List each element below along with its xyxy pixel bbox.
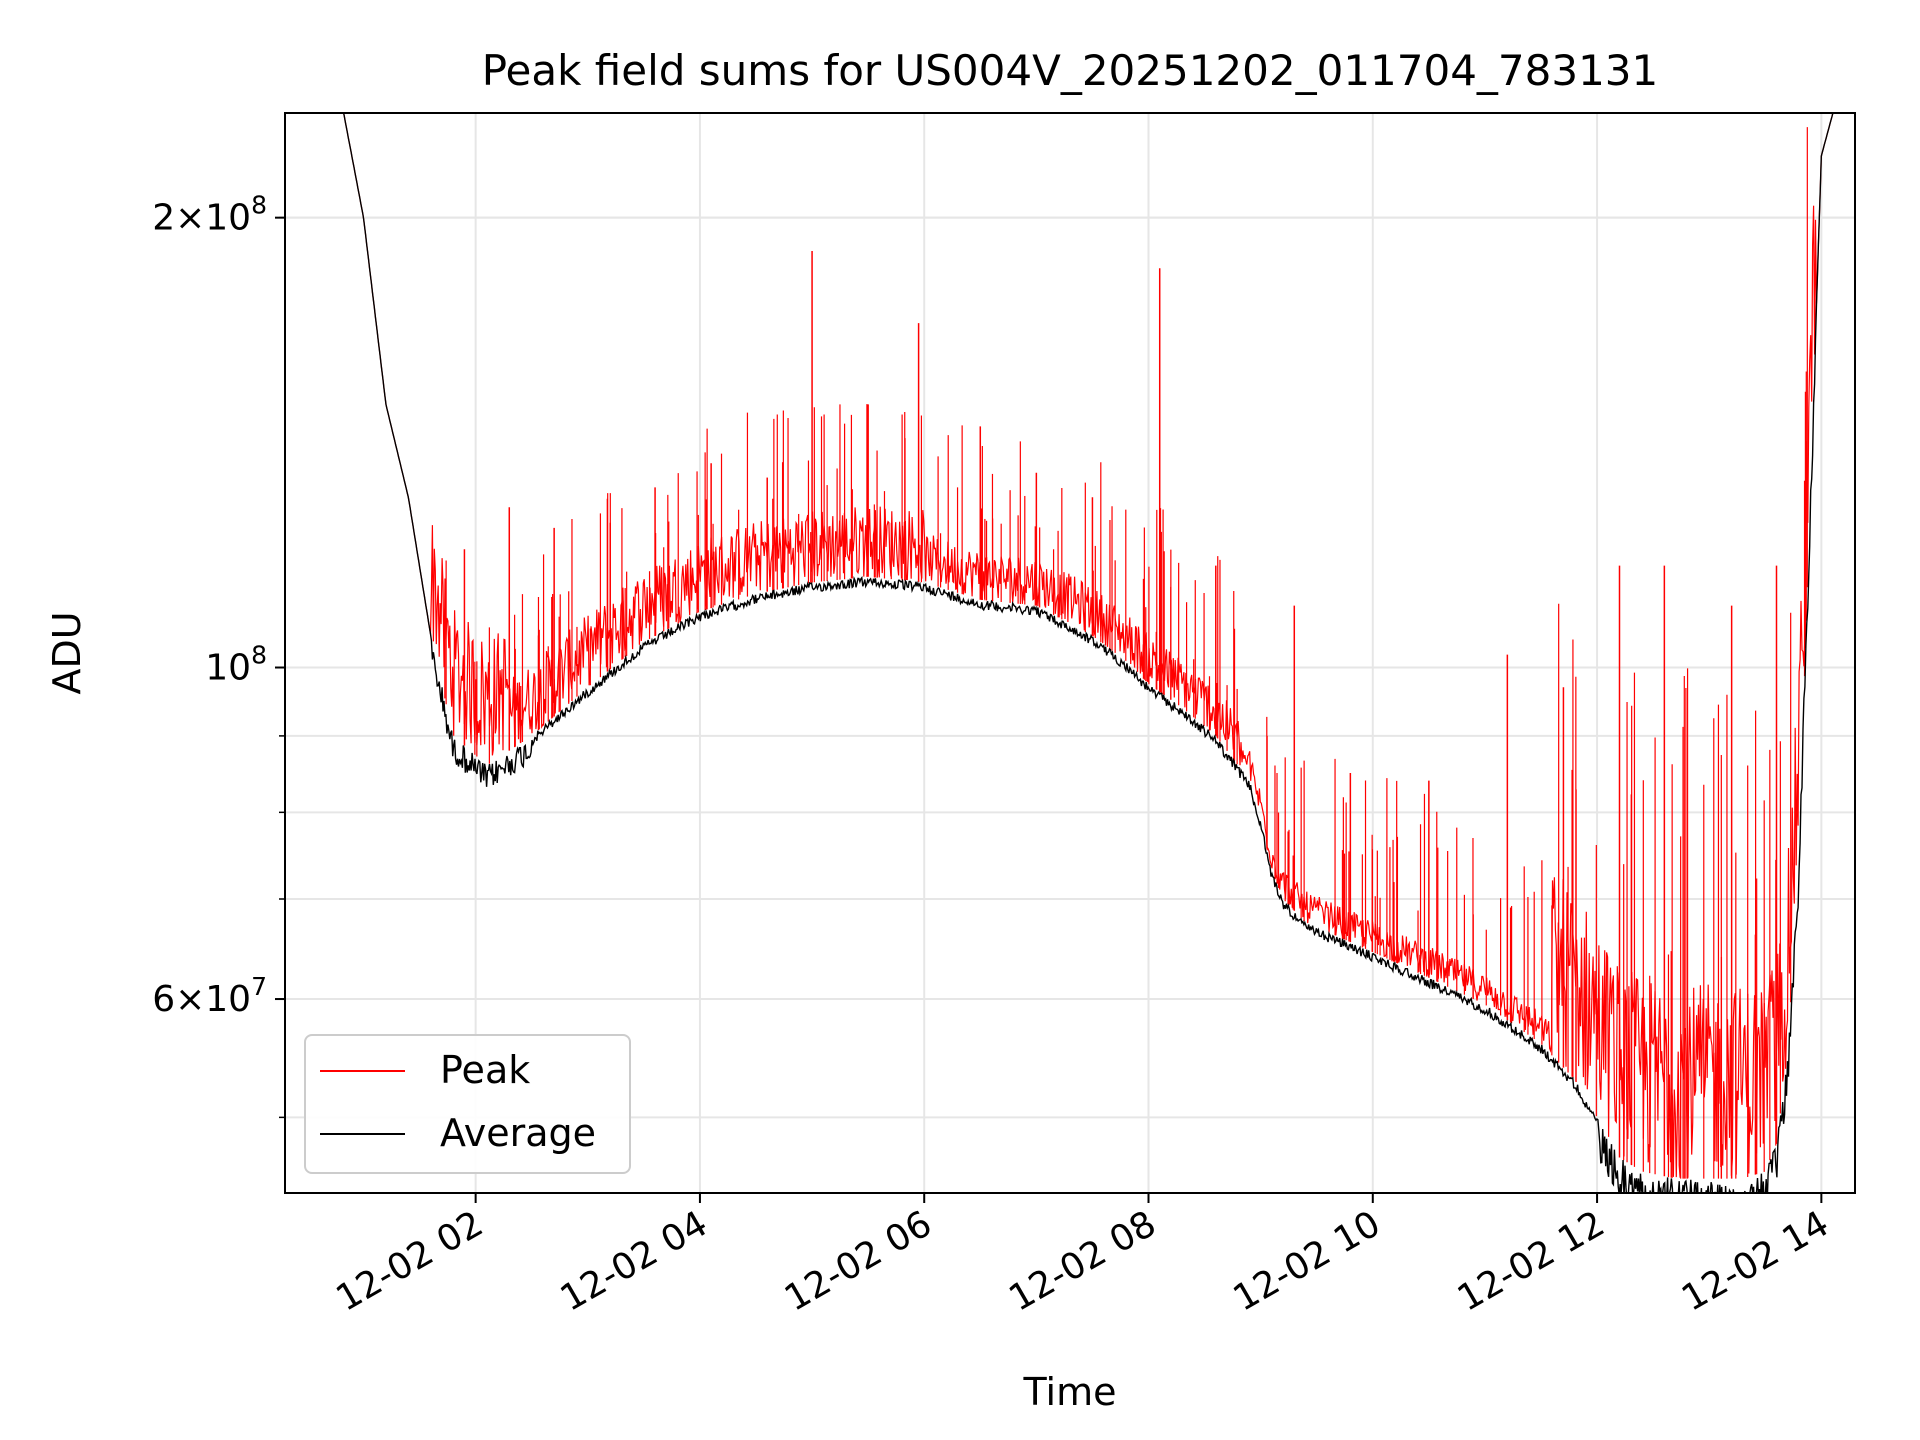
legend-label-peak: Peak bbox=[440, 1048, 530, 1092]
series-clip-group bbox=[342, 113, 1834, 1193]
y-tick-label-base: 10 bbox=[205, 648, 251, 689]
legend: Peak Average bbox=[304, 1034, 631, 1174]
y-tick-label-exponent: 7 bbox=[251, 972, 267, 1001]
y-tick-label-base: 6×10 bbox=[152, 979, 251, 1020]
y-tick-label-exponent: 8 bbox=[251, 191, 267, 220]
plot-frame bbox=[284, 112, 1856, 1194]
peak-spike-group bbox=[444, 127, 1808, 1179]
y-tick-label: 108 bbox=[205, 641, 267, 689]
y-tick-label: 6×107 bbox=[152, 972, 267, 1020]
y-tick-label-exponent: 8 bbox=[251, 641, 267, 670]
legend-label-average: Average bbox=[440, 1111, 596, 1155]
series-line-average bbox=[342, 113, 1834, 1193]
chart-title: Peak field sums for US004V_20251202_0117… bbox=[482, 46, 1659, 95]
y-tick-label-base: 2×10 bbox=[152, 198, 251, 239]
y-tick-label: 2×108 bbox=[152, 191, 267, 239]
x-axis-label: Time bbox=[1023, 1370, 1117, 1414]
legend-box bbox=[304, 1034, 631, 1174]
series-group bbox=[342, 113, 1834, 1193]
y-axis-label: ADU bbox=[45, 611, 89, 694]
